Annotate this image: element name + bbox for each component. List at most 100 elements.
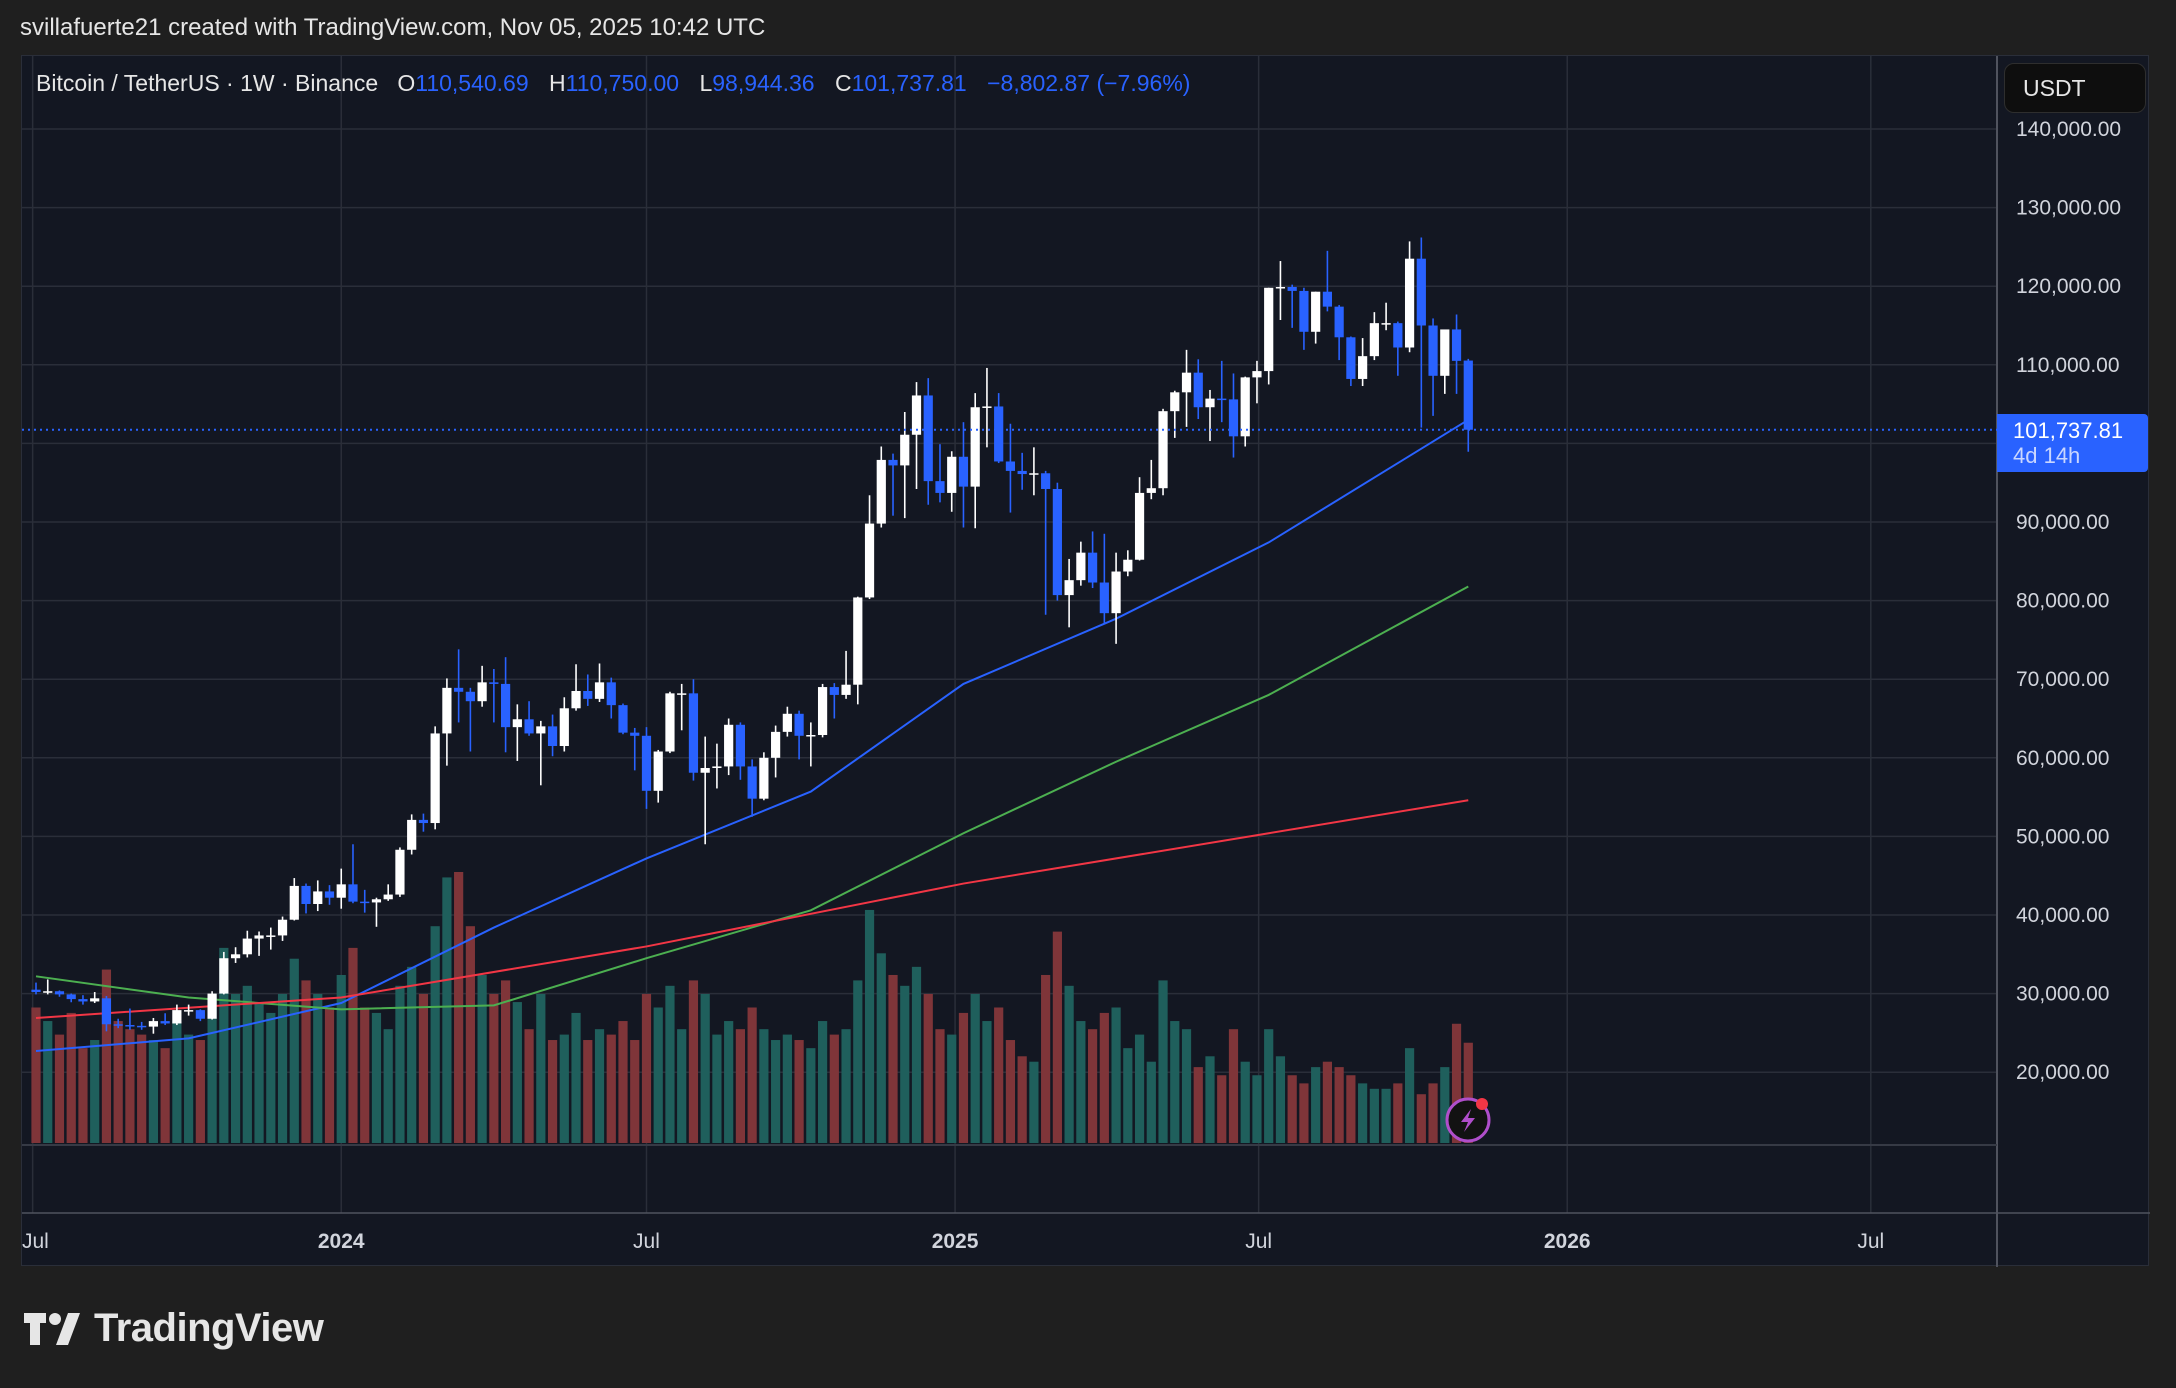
candle (547, 714, 558, 757)
volume-bar (1205, 1056, 1215, 1143)
volume-bar (66, 1012, 76, 1143)
candle (888, 453, 898, 516)
candle (1111, 552, 1121, 644)
price-tick-label: 50,000.00 (2016, 825, 2109, 848)
candle-body (66, 994, 76, 1000)
candle (1193, 359, 1203, 420)
volume-bar (101, 969, 112, 1143)
candle (841, 650, 851, 699)
volume-bar (1463, 1042, 1473, 1143)
candle (219, 951, 229, 995)
volume-bar (1358, 1083, 1368, 1143)
candle-body (266, 935, 276, 937)
candle (1041, 470, 1051, 615)
tradingview-logo[interactable]: TradingView (24, 1306, 324, 1351)
candle-body (1451, 329, 1462, 361)
candle-body (78, 999, 88, 1002)
volume-bar (1393, 1083, 1403, 1143)
volume-bar (301, 980, 311, 1143)
volume-bar (207, 993, 217, 1143)
candle-body (489, 682, 499, 684)
volume-bar (735, 1029, 745, 1143)
currency-button[interactable]: USDT (2004, 63, 2146, 113)
candle-body (782, 713, 792, 732)
candle-body (606, 682, 616, 706)
volume-bar (594, 1029, 605, 1143)
volume-bar (501, 980, 511, 1143)
candle (1346, 336, 1356, 387)
candle (101, 995, 112, 1032)
candle-body (771, 731, 781, 758)
candle-body (559, 708, 569, 747)
volume-bar (137, 1034, 147, 1143)
candle (1369, 312, 1379, 361)
candle (559, 697, 569, 752)
candle-body (618, 705, 628, 733)
volume-bar (571, 1012, 581, 1143)
candle-body (1393, 323, 1403, 348)
price-chart[interactable]: 140,000.00 130,000.00 120,000.00 110,000.00… (22, 56, 2150, 1267)
candle-body (54, 991, 65, 995)
volume-bar (923, 993, 933, 1143)
volume-bar (1264, 1029, 1274, 1143)
candle-body (184, 1010, 194, 1012)
moving-average-blue (35, 418, 1469, 1052)
candle (1123, 550, 1133, 577)
volume-bar (1381, 1088, 1391, 1143)
candle-body (935, 481, 945, 493)
candle-body (829, 687, 839, 695)
candle-body (336, 884, 346, 898)
candle-body (1334, 306, 1344, 338)
candle (665, 691, 675, 754)
volume-bar (583, 1040, 593, 1143)
candle (1017, 452, 1027, 490)
volume-bar (1217, 1075, 1227, 1143)
volume-bar (407, 966, 417, 1143)
volume-bar (31, 1007, 41, 1143)
volume-bar (395, 985, 405, 1143)
candle-body (1076, 552, 1086, 581)
candle-body (712, 766, 722, 769)
volume-bar (90, 1040, 100, 1143)
chart-panel[interactable]: 140,000.00 130,000.00 120,000.00 110,000.00… (21, 55, 2150, 1267)
chart-credit: svillafuerte21 created with TradingView.… (20, 14, 766, 41)
candle-body (841, 684, 851, 695)
lightning-bolt-icon[interactable] (1445, 1097, 1491, 1143)
candle (383, 884, 393, 901)
volume-bar (489, 993, 499, 1143)
candle-body (1240, 377, 1250, 437)
symbol-name[interactable]: Bitcoin / TetherUS · 1W · Binance (36, 70, 379, 96)
volume-bar (724, 1021, 734, 1143)
candle (1240, 376, 1250, 447)
candle (1264, 287, 1274, 385)
candle-body (360, 901, 370, 904)
volume-bar (242, 985, 252, 1143)
volume-bar (700, 993, 710, 1143)
candle (794, 710, 804, 760)
candle (125, 1008, 135, 1030)
high-value: 110,750.00 (565, 70, 680, 96)
candle-body (1322, 291, 1332, 307)
volume-bar (1440, 1067, 1450, 1143)
volume-bar (1076, 1021, 1086, 1143)
candle-body (477, 682, 487, 702)
candle (759, 752, 769, 801)
candle (712, 743, 722, 789)
volume-bar (853, 980, 863, 1143)
candle (911, 382, 922, 489)
candle-body (630, 732, 640, 736)
candle (982, 367, 992, 448)
volume-bar (829, 1034, 839, 1143)
volume-bar (430, 926, 440, 1143)
candle (817, 683, 828, 738)
volume-bar (547, 1040, 558, 1143)
change-value: −8,802.87 (−7.96%) (987, 70, 1191, 96)
candle-body (1064, 580, 1074, 596)
volume-bar (1416, 1094, 1426, 1143)
candle (1381, 302, 1391, 331)
bar-countdown: 4d 14h (2013, 443, 2081, 468)
candle (512, 704, 522, 761)
candle (536, 720, 546, 786)
candle (184, 1004, 194, 1016)
candle (1181, 349, 1192, 427)
